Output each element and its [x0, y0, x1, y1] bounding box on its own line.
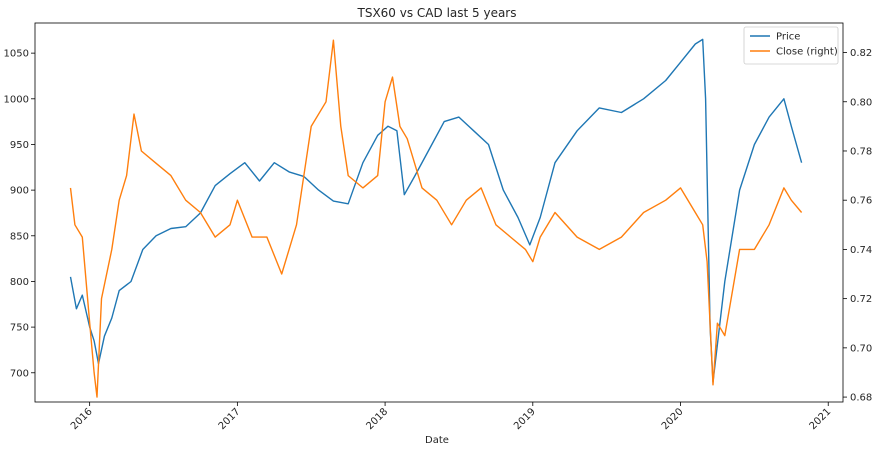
- left-y-tick-label: 950: [10, 140, 29, 151]
- plot-frame: [34, 22, 844, 403]
- legend-entry-label: Price: [776, 32, 800, 43]
- left-y-tick-label: 750: [10, 323, 29, 334]
- chart-title: TSX60 vs CAD last 5 years: [357, 6, 517, 20]
- legend-entry-label: Close (right): [776, 47, 838, 58]
- left-y-tick-label: 1000: [4, 94, 29, 105]
- right-y-tick-label: 0.74: [850, 245, 872, 256]
- right-y-tick-label: 0.80: [850, 97, 872, 108]
- x-axis-label: Date: [425, 435, 449, 446]
- left-y-tick-label: 900: [10, 186, 29, 197]
- right-y-tick-label: 0.68: [850, 393, 872, 404]
- right-y-tick-label: 0.82: [850, 48, 872, 59]
- legend: Price Close (right): [743, 26, 839, 65]
- left-y-tick-label: 800: [10, 277, 29, 288]
- right-y-tick-label: 0.76: [850, 196, 872, 207]
- right-y-tick-label: 0.70: [850, 343, 872, 354]
- left-y-tick-label: 850: [10, 231, 29, 242]
- left-y-tick-label: 700: [10, 368, 29, 379]
- right-y-tick-label: 0.72: [850, 294, 872, 305]
- series-line-price: [69, 38, 803, 383]
- left-y-tick-label: 1050: [4, 49, 29, 60]
- right-y-tick-label: 0.78: [850, 146, 872, 157]
- series-line-close-right: [69, 39, 803, 398]
